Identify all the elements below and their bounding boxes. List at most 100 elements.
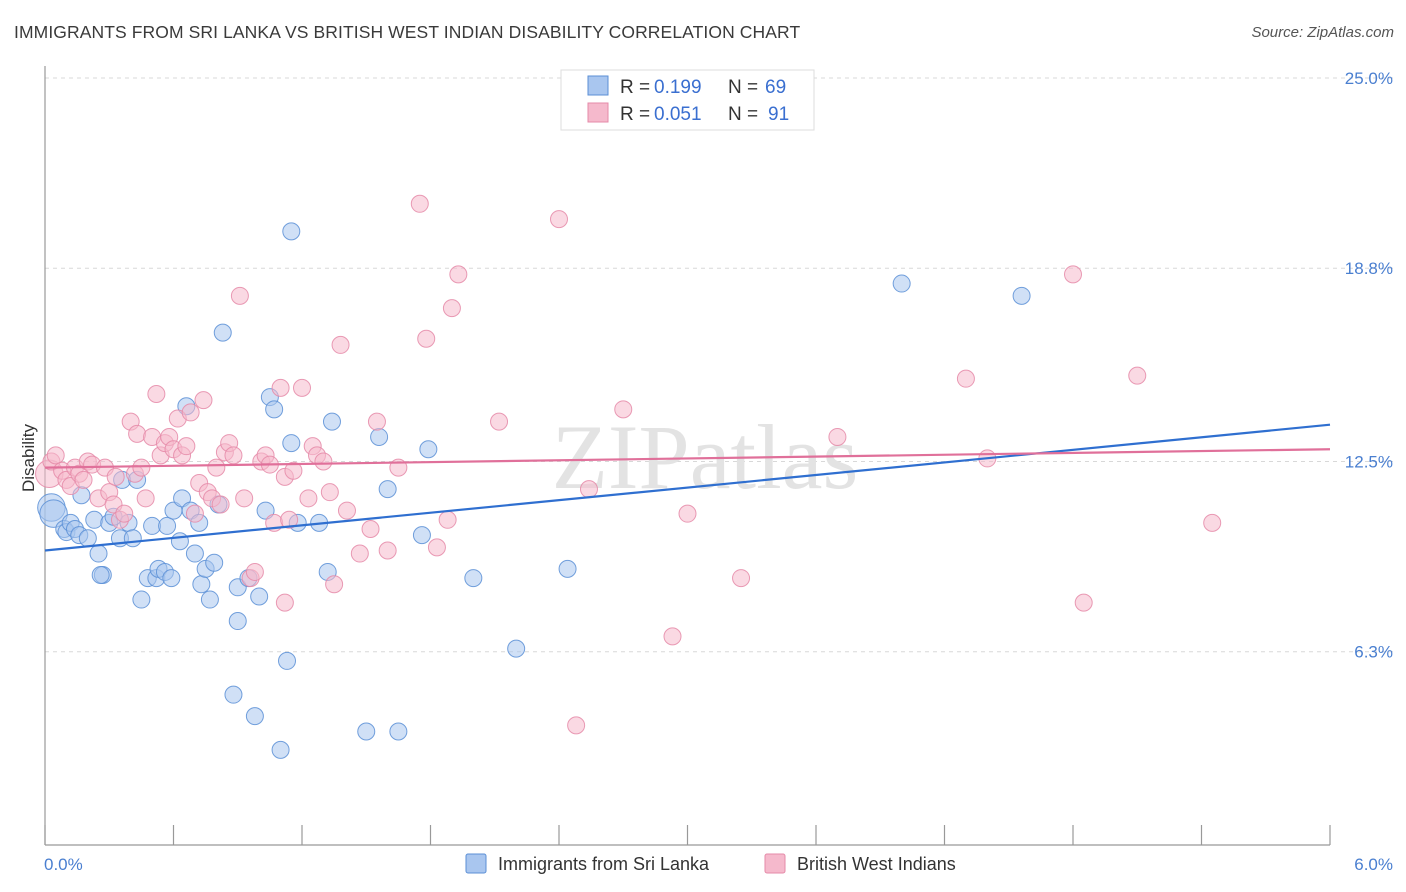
data-point	[1128, 366, 1147, 385]
data-point	[350, 544, 369, 563]
bottom-legend-label: Immigrants from Sri Lanka	[498, 854, 710, 874]
data-point	[194, 391, 213, 410]
data-point	[367, 412, 386, 431]
data-point	[185, 504, 204, 523]
data-point	[143, 516, 162, 535]
data-point	[132, 458, 151, 477]
data-point	[207, 458, 226, 477]
data-point	[550, 210, 568, 229]
data-point	[271, 378, 290, 397]
y-tick-label: 12.5%	[1345, 453, 1393, 472]
data-point	[410, 194, 429, 213]
data-point	[245, 707, 264, 726]
y-tick-label: 6.3%	[1354, 643, 1393, 662]
data-point	[162, 569, 181, 588]
data-point	[224, 685, 243, 704]
data-point	[282, 434, 301, 453]
data-point	[320, 483, 339, 502]
data-point	[106, 467, 125, 486]
data-point	[278, 651, 297, 670]
data-point	[331, 335, 350, 354]
data-point	[438, 510, 457, 529]
data-point	[284, 461, 303, 480]
data-point	[91, 566, 110, 585]
data-point	[1203, 513, 1222, 532]
gridlines	[45, 77, 1395, 653]
data-point	[173, 489, 192, 508]
data-point	[567, 716, 586, 735]
data-point	[123, 529, 142, 548]
data-point	[1012, 286, 1031, 305]
legend-r-label: R =	[620, 77, 650, 98]
data-point	[1064, 265, 1082, 284]
data-point	[378, 480, 397, 499]
trend-lines	[44, 423, 1331, 552]
data-point	[678, 504, 697, 523]
data-point	[558, 559, 577, 578]
data-point	[325, 575, 344, 594]
data-point	[299, 489, 318, 508]
data-point	[74, 470, 93, 489]
legend-r-value: 0.051	[654, 104, 702, 125]
legend: R = 0.199 N = 69 R = 0.051 N = 91	[560, 69, 815, 131]
data-point	[256, 501, 275, 520]
data-point	[378, 541, 397, 560]
data-point	[828, 427, 847, 446]
data-point	[132, 590, 151, 609]
y-tick-label: 18.8%	[1345, 259, 1393, 278]
data-point	[663, 627, 682, 646]
x-tick-labels: 0.0% 6.0%	[44, 855, 1393, 874]
bottom-legend-swatch-pink	[764, 853, 786, 874]
data-point	[170, 532, 189, 551]
legend-r-label: R =	[620, 104, 650, 125]
data-point	[235, 489, 254, 508]
data-point	[213, 323, 232, 342]
bottom-legend: Immigrants from Sri Lanka British West I…	[465, 853, 956, 874]
data-point	[181, 403, 200, 422]
data-point	[293, 378, 311, 397]
legend-n-label: N =	[728, 77, 758, 98]
data-point	[370, 427, 389, 446]
data-point	[224, 446, 243, 465]
data-point	[46, 446, 65, 465]
data-point	[275, 593, 294, 612]
data-point	[39, 499, 68, 528]
data-point	[442, 299, 461, 318]
data-point	[892, 274, 911, 293]
data-point	[158, 516, 177, 535]
data-point	[579, 480, 598, 499]
data-point	[245, 562, 264, 581]
data-point	[128, 424, 147, 443]
data-point	[78, 529, 97, 548]
data-point	[115, 504, 134, 523]
data-point	[89, 544, 108, 563]
data-point	[265, 400, 284, 419]
legend-n-value: 69	[765, 77, 786, 98]
chart-title: IMMIGRANTS FROM SRI LANKA VS BRITISH WES…	[14, 22, 801, 42]
data-point	[85, 510, 104, 529]
x-tick-label: 0.0%	[44, 855, 83, 874]
data-point	[412, 526, 431, 545]
data-point	[211, 495, 230, 514]
data-point	[464, 569, 483, 588]
data-point	[507, 639, 526, 658]
data-point	[200, 590, 219, 609]
chart-source: Source: ZipAtlas.com	[1251, 24, 1394, 41]
data-point	[205, 553, 224, 572]
data-point	[732, 569, 751, 588]
trend-line	[44, 448, 1331, 469]
y-tick-label: 25.0%	[1345, 69, 1393, 88]
data-point	[228, 612, 247, 631]
bottom-legend-label: British West Indians	[797, 854, 956, 874]
legend-n-value: 91	[768, 104, 789, 125]
data-point	[417, 329, 436, 348]
data-point	[490, 412, 509, 431]
y-tick-labels: 25.0% 18.8% 12.5% 6.3%	[1345, 69, 1393, 662]
legend-n-label: N =	[728, 104, 758, 125]
trend-line	[44, 423, 1331, 552]
legend-swatch-pink	[587, 102, 609, 123]
data-point	[136, 489, 155, 508]
data-point	[337, 501, 356, 520]
data-point	[427, 538, 446, 557]
